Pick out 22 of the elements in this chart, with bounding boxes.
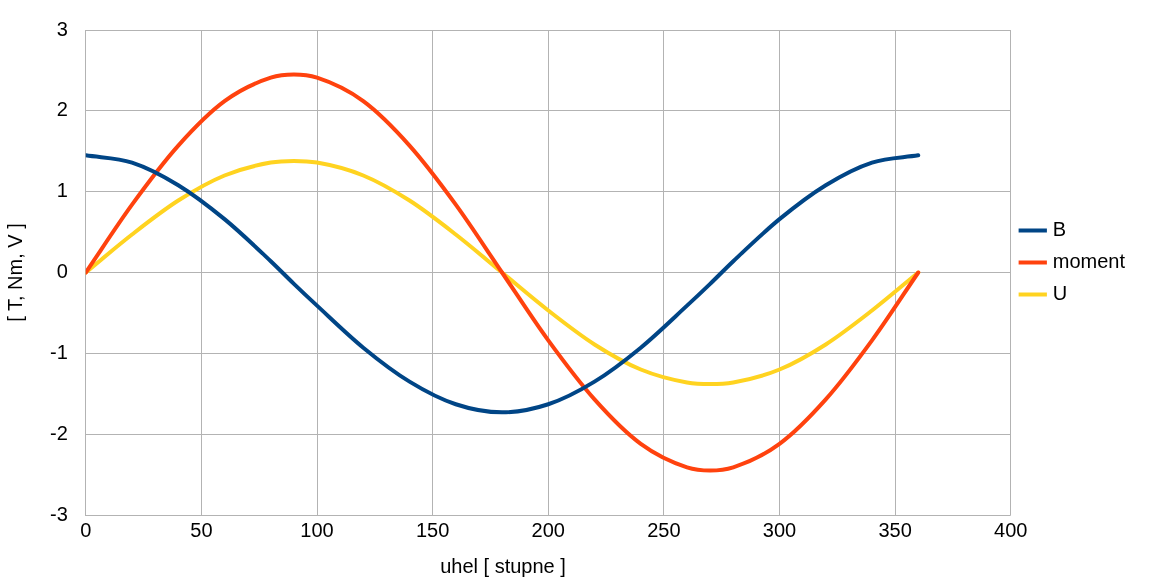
- x-tick-label: 150: [415, 518, 450, 541]
- x-tick-label: 0: [80, 518, 92, 541]
- x-tick-label: 350: [878, 518, 912, 541]
- legend-label: moment: [1052, 250, 1126, 273]
- legend-label: U: [1052, 282, 1068, 305]
- y-tick-label: -3: [49, 502, 68, 525]
- legend-label: B: [1052, 218, 1067, 241]
- x-axis-title: uhel [ stupne ]: [439, 555, 567, 578]
- x-tick-label: 200: [531, 518, 565, 541]
- x-tick-label: 50: [190, 518, 213, 541]
- x-tick-label: 250: [647, 518, 681, 541]
- y-tick-label: 1: [56, 179, 68, 202]
- y-tick-label: -1: [49, 340, 68, 363]
- x-tick-label: 300: [762, 518, 797, 541]
- y-tick-label: 0: [56, 260, 68, 283]
- y-tick-label: 3: [56, 17, 68, 40]
- x-tick-label: 400: [994, 518, 1028, 541]
- x-tick-label: 100: [300, 518, 334, 541]
- y-tick-label: -2: [49, 421, 68, 444]
- y-tick-label: 2: [56, 98, 68, 121]
- line-series: [85, 72, 921, 473]
- y-axis-title: [ T, Nm, V ]: [3, 223, 26, 322]
